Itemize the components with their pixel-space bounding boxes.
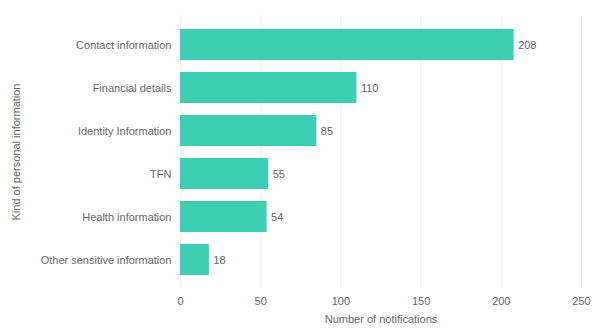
svg-text:Other sensitive information: Other sensitive information (41, 254, 172, 266)
svg-text:200: 200 (492, 295, 510, 307)
svg-text:TFN: TFN (150, 168, 171, 180)
svg-text:110: 110 (361, 82, 379, 94)
svg-text:Number of notifications: Number of notifications (325, 313, 438, 325)
svg-text:50: 50 (255, 295, 267, 307)
svg-text:Financial details: Financial details (93, 82, 172, 94)
svg-text:85: 85 (321, 125, 333, 137)
svg-text:Contact information: Contact information (76, 39, 171, 51)
svg-text:Kind of personal information: Kind of personal information (10, 84, 22, 221)
svg-text:150: 150 (412, 295, 430, 307)
svg-text:0: 0 (177, 295, 183, 307)
svg-text:208: 208 (518, 39, 536, 51)
svg-text:250: 250 (572, 295, 590, 307)
svg-text:55: 55 (273, 168, 285, 180)
svg-text:Health information: Health information (82, 211, 171, 223)
svg-text:54: 54 (271, 211, 283, 223)
svg-text:Identity Information: Identity Information (78, 125, 172, 137)
svg-text:18: 18 (213, 254, 225, 266)
svg-text:100: 100 (332, 295, 350, 307)
